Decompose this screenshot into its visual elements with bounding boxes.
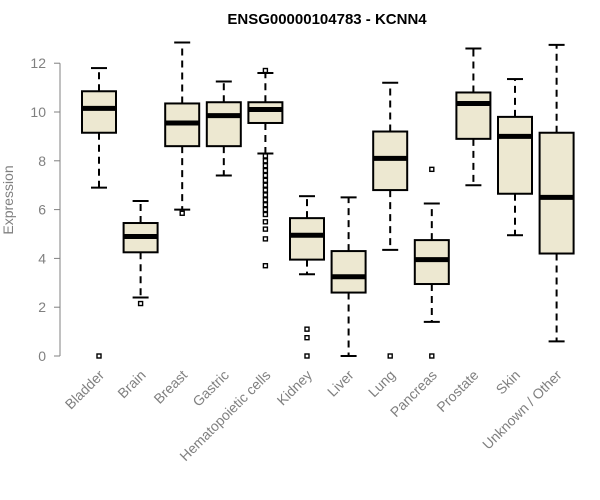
box-iqr	[205, 101, 242, 148]
box-group	[538, 43, 575, 343]
outlier-point	[262, 177, 269, 184]
outlier-point	[137, 300, 144, 307]
outlier-point	[262, 192, 269, 198]
outlier-point	[262, 158, 269, 164]
x-tick-label: Bladder	[62, 367, 108, 413]
x-tick-label: Kidney	[274, 367, 316, 409]
box-iqr	[81, 90, 117, 134]
box-group	[247, 67, 284, 269]
y-tick-label-8: 8	[38, 153, 46, 169]
outlier-point	[262, 197, 269, 203]
box-group	[81, 67, 117, 359]
outlier-point	[262, 172, 269, 179]
outlier-point	[304, 353, 310, 359]
chart-title: ENSG00000104783 - KCNN4	[227, 11, 427, 28]
outlier-point	[429, 353, 435, 359]
outlier-point	[179, 210, 185, 216]
outlier-point	[262, 67, 269, 74]
outlier-point	[304, 326, 310, 332]
box-group	[122, 200, 159, 307]
box-group	[413, 166, 450, 359]
box-group	[164, 41, 201, 216]
box-group	[372, 81, 409, 359]
outlier-point	[262, 211, 269, 218]
box-iqr	[538, 131, 575, 255]
box-group	[330, 196, 367, 357]
outlier-point	[262, 236, 269, 242]
y-tick-label-2: 2	[38, 299, 46, 315]
outlier-point	[262, 263, 269, 269]
box-iqr	[497, 115, 533, 195]
outlier-point	[262, 206, 269, 213]
x-tick-label: Brain	[114, 367, 148, 401]
outlier-point	[262, 153, 269, 159]
outlier-point	[262, 182, 269, 188]
boxes	[81, 41, 575, 359]
y-tick-label-0: 0	[38, 348, 46, 364]
outlier-point	[262, 167, 269, 174]
outlier-point	[262, 202, 269, 208]
outlier-point	[262, 187, 269, 193]
outlier-point	[96, 353, 102, 359]
box-group	[455, 47, 492, 187]
box-group	[289, 195, 325, 359]
y-tick-label-10: 10	[30, 104, 46, 120]
y-tick-label-12: 12	[30, 55, 46, 71]
x-tick-label: Lung	[365, 367, 398, 400]
outlier-point	[262, 219, 269, 225]
box-group	[497, 78, 533, 237]
outlier-point	[262, 226, 269, 232]
x-tick-label: Breast	[150, 367, 190, 407]
box-iqr	[247, 101, 284, 124]
box-iqr	[289, 217, 325, 261]
outlier-point	[387, 353, 393, 359]
x-tick-label: Skin	[493, 367, 524, 398]
x-tick-label: Unknown / Other	[479, 367, 565, 453]
outlier-point	[304, 335, 310, 341]
box-group	[205, 80, 242, 177]
y-tick-label-6: 6	[38, 202, 46, 218]
y-tick-label-4: 4	[38, 250, 46, 266]
x-tick-label: Liver	[324, 367, 357, 400]
outlier-point	[429, 166, 435, 173]
x-tick-label: Prostate	[433, 367, 481, 415]
y-axis-label: Expression	[0, 165, 16, 234]
box-iqr	[330, 250, 367, 294]
outlier-point	[262, 162, 269, 169]
box-iqr	[455, 91, 492, 140]
